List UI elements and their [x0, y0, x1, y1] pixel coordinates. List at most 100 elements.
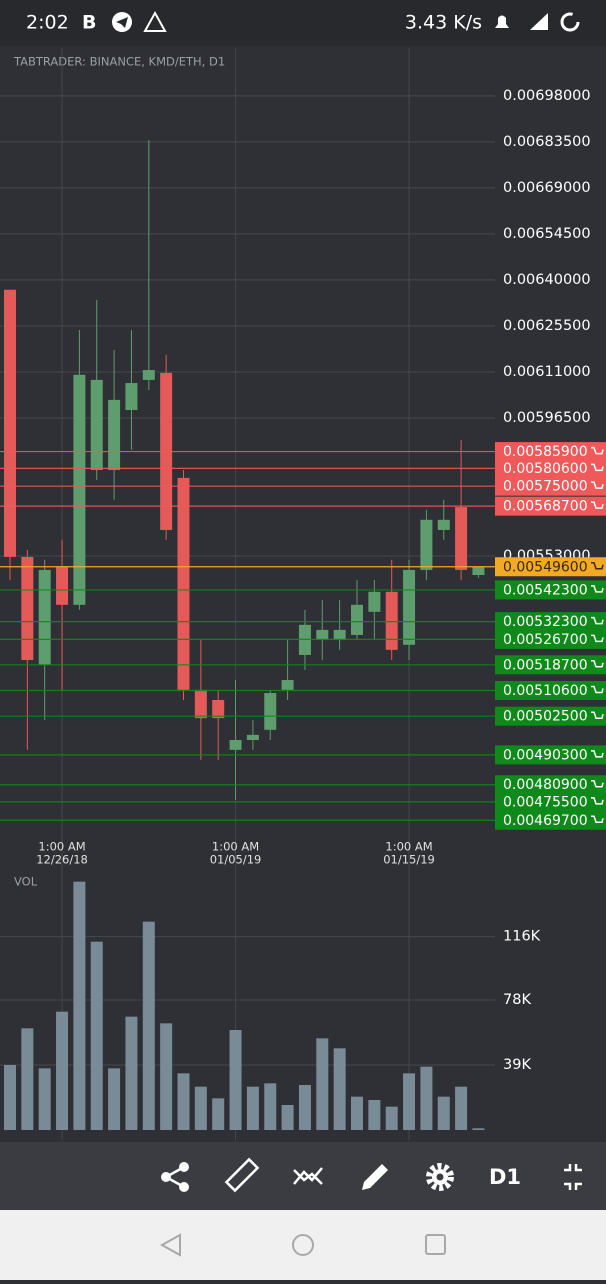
share-button[interactable]	[161, 1162, 189, 1192]
volume-bar	[194, 1086, 207, 1130]
cart-icon	[591, 660, 604, 668]
timeframe-button[interactable]: D1	[489, 1165, 521, 1189]
buy-level-label: 0.00475500	[503, 794, 588, 810]
candle-body	[177, 477, 190, 690]
volume-bar	[264, 1083, 277, 1130]
y-tick-label: 0.00698000	[503, 88, 591, 104]
fullscreen-button[interactable]	[564, 1164, 582, 1190]
volume-bar	[246, 1086, 259, 1130]
buy-level-label: 0.00502500	[503, 709, 588, 725]
candle-body	[437, 519, 450, 530]
cart-icon	[591, 446, 604, 455]
candle-body	[264, 693, 277, 730]
candle-body	[420, 519, 433, 570]
ruler-button[interactable]	[224, 1157, 260, 1193]
battery-icon	[560, 12, 580, 32]
cart-icon	[591, 562, 604, 570]
volume-bar	[472, 1128, 485, 1130]
buy-level-label: 0.00469700	[503, 813, 588, 829]
cart-icon	[591, 616, 604, 625]
telegram-glyph	[116, 17, 128, 28]
buy-level-box	[495, 810, 606, 830]
nav-recents[interactable]	[425, 1234, 446, 1255]
x-tick-time: 1:00 AM	[385, 840, 432, 854]
volume-bar	[316, 1038, 329, 1130]
buy-level-label: 0.00518700	[503, 657, 588, 673]
volume-bar	[177, 1073, 190, 1130]
y-tick-label: 0.00654500	[503, 226, 591, 242]
candle-body	[142, 370, 155, 380]
buy-level-box	[495, 706, 606, 726]
buy-level-box	[495, 612, 606, 632]
volume-bar	[420, 1066, 433, 1130]
cart-icon	[591, 481, 604, 489]
candle-body	[212, 700, 225, 719]
status-time: 2:02	[26, 12, 69, 34]
buy-level-box	[495, 655, 606, 675]
candle-body	[455, 507, 468, 570]
volume-bar	[368, 1100, 381, 1130]
x-tick-date: 01/05/19	[210, 853, 262, 867]
sell-level-box	[495, 496, 606, 516]
volume-bar	[281, 1105, 294, 1130]
sell-level-label: 0.00585900	[503, 444, 588, 460]
volume-bar	[90, 941, 103, 1130]
candle-body	[368, 591, 381, 612]
y-tick-label: 116K	[503, 929, 541, 945]
volume-bar	[403, 1073, 416, 1130]
candle-body	[21, 556, 34, 661]
candle-body	[56, 567, 69, 605]
buy-level-box	[495, 580, 606, 600]
status-app-badge: B	[82, 12, 96, 34]
volume-bar	[455, 1086, 468, 1130]
settings-button[interactable]	[426, 1163, 454, 1191]
nav-back[interactable]	[159, 1233, 181, 1257]
buy-level-box	[495, 629, 606, 649]
candle-body	[194, 689, 207, 719]
cart-icon	[591, 750, 604, 758]
mute-icon	[495, 15, 509, 28]
volume-bar	[437, 1096, 450, 1130]
candle-body	[108, 399, 121, 470]
cart-icon	[591, 711, 604, 719]
nav-bar	[0, 1210, 606, 1280]
y-tick-label: 0.00611000	[503, 364, 591, 380]
cart-icon	[591, 685, 604, 694]
cart-icon	[591, 797, 604, 805]
candle-body	[403, 569, 416, 645]
buy-level-label: 0.00490300	[503, 747, 588, 763]
y-tick-label: 0.00683500	[503, 134, 591, 150]
cart-icon	[591, 463, 604, 472]
cart-icon	[591, 779, 604, 788]
buy-level-label: 0.00542300	[503, 582, 588, 598]
volume-title: VOL	[14, 875, 38, 889]
sell-level-box	[495, 442, 606, 462]
volume-bar	[351, 1096, 363, 1130]
status-speed: 3.43 K/s	[405, 12, 482, 34]
x-tick-date: 12/26/18	[36, 853, 88, 867]
nav-home[interactable]	[292, 1234, 314, 1256]
warning-icon	[143, 10, 167, 32]
sell-level-box	[495, 476, 606, 496]
volume-bar	[21, 1028, 34, 1130]
draw-button[interactable]	[362, 1164, 388, 1190]
buy-level-label: 0.00532300	[503, 614, 588, 630]
candle-body	[125, 383, 138, 411]
candle-body	[73, 374, 86, 605]
cart-icon	[591, 585, 604, 593]
sell-level-label: 0.00575000	[503, 479, 588, 495]
sell-level-label: 0.00568700	[503, 499, 588, 515]
toolbar	[0, 1142, 606, 1210]
sell-level-box	[495, 458, 606, 478]
indicators-button[interactable]	[293, 1167, 323, 1185]
y-tick-label: 0.00596500	[503, 410, 591, 426]
signal-icon	[530, 13, 548, 30]
volume-bar	[160, 1023, 173, 1130]
buy-level-box	[495, 775, 606, 795]
candle-body	[316, 629, 329, 641]
volume-bar	[4, 1065, 16, 1130]
candle-body	[472, 567, 485, 576]
volume-bar	[142, 921, 155, 1130]
buy-level-label: 0.00480900	[503, 777, 588, 793]
candle-body	[38, 569, 51, 665]
